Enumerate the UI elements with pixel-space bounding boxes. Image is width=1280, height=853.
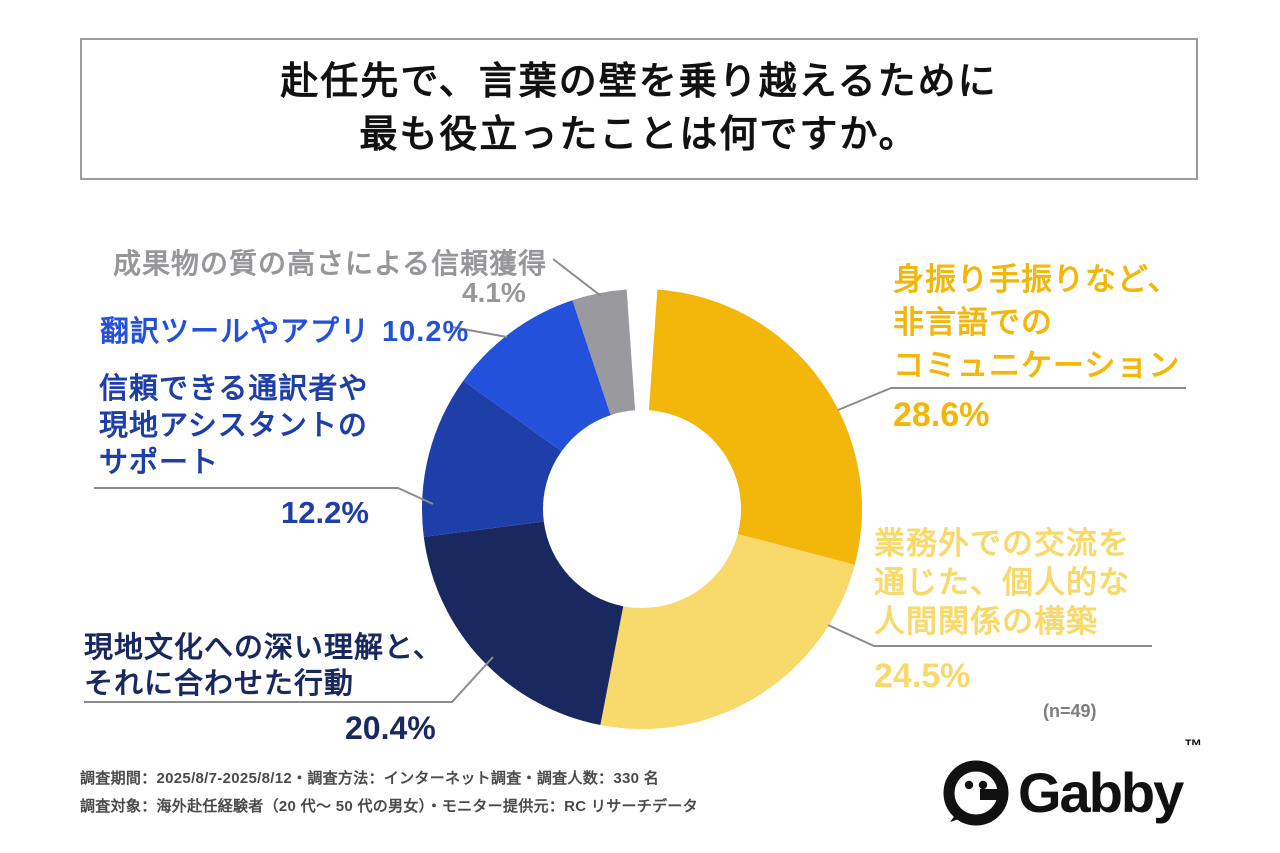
footer-line-1: 調査期間：2025/8/7-2025/8/12・調査方法：インターネット調査・調… [80,770,660,787]
label-culture-line-2: それに合わせた行動 [84,668,355,700]
gabby-logo-icon [943,760,1009,826]
page-title-line-1: 赴任先で、言葉の壁を乗り越えるために [280,61,998,103]
donut-slices [421,289,863,729]
donut-slice-5 [572,289,636,416]
label-gesture-line-2: 非言語での [893,305,1053,340]
label-quality: 成果物の質の高さによる信頼獲得 [113,242,547,282]
pct-tools: 10.2% [382,316,470,348]
gabby-logo-text: Gabby™ [1018,735,1202,824]
callout-line-gesture [837,387,1186,411]
title-box: 赴任先で、言葉の壁を乗り越えるために 最も役立ったことは何ですか。 [80,38,1198,180]
label-interpreter-line-2: 現地アシスタントの [99,410,368,442]
sample-size-note: (n=49) [1043,701,1097,721]
label-offwork: 業務外での交流を 通じた、個人的な 人間関係の構築 [874,524,1130,641]
pct-quality: 4.1% [462,277,526,308]
page-title-line-2: 最も役立ったことは何ですか。 [359,114,919,156]
callout-line-interpreter [94,487,434,505]
callout-line-tools [451,326,508,338]
label-quality-text: 成果物の質の高さによる信頼獲得 [113,248,548,279]
footer-line-2: 調査対象：海外赴任経験者（20 代〜 50 代の男女）・モニター提供元：RC リ… [80,798,699,815]
pct-interpreter: 12.2% [281,495,369,530]
label-gesture-line-3: コミュニケーション [893,348,1181,383]
label-tools: 翻訳ツールやアプリ 10.2% [100,308,469,350]
label-interpreter: 信頼できる通訳者や 現地アシスタントの サポート [99,371,368,482]
pct-offwork: 24.5% [874,657,971,695]
callout-line-offwork [827,624,1152,647]
pct-gesture: 28.6% [893,396,990,434]
pct-culture: 20.4% [345,710,436,746]
label-culture-line-1: 現地文化への深い理解と、 [84,632,443,664]
donut-slice-1 [600,534,855,729]
label-offwork-line-1: 業務外での交流を [874,526,1130,561]
callout-lines [84,258,1186,703]
label-interpreter-line-1: 信頼できる通訳者や [99,373,369,405]
callout-line-quality [552,258,602,297]
callout-line-culture [84,656,494,703]
label-tools-text: 翻訳ツールやアプリ [100,316,371,348]
label-gesture-line-1: 身振り手振りなど、 [893,262,1180,297]
donut-slice-4 [463,300,611,452]
label-offwork-line-2: 通じた、個人的な [874,565,1130,600]
donut-slice-0 [648,289,863,565]
gabby-logo: Gabby™ [942,735,1202,826]
gabby-logo-tm: ™ [1184,735,1202,756]
label-culture: 現地文化への深い理解と、 それに合わせた行動 [84,630,443,702]
donut-slice-2 [423,521,624,726]
label-offwork-line-3: 人間関係の構築 [874,604,1098,639]
label-interpreter-line-3: サポート [99,447,220,479]
label-gesture: 身振り手振りなど、 非言語での コミュニケーション [893,258,1180,387]
donut-slice-3 [421,380,562,537]
